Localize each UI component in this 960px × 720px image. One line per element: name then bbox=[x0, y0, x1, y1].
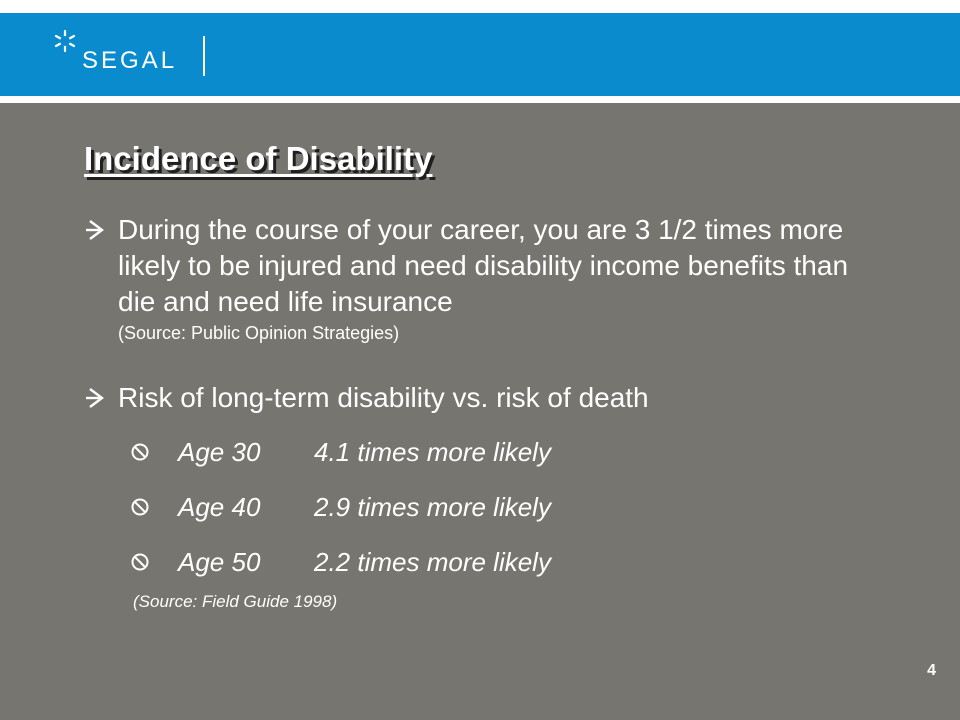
star-icon bbox=[54, 29, 76, 53]
sub-item-age: Age 30 bbox=[178, 437, 261, 467]
sub-item-age: Age 40 bbox=[178, 492, 261, 522]
header-bar bbox=[0, 13, 960, 96]
header-rule bbox=[0, 96, 960, 103]
top-white-strip bbox=[0, 0, 960, 13]
no-symbol-icon bbox=[131, 443, 149, 461]
source-citation: (Source: Field Guide 1998) bbox=[133, 592, 338, 611]
bullet-career-text: During the course of your career, you ar… bbox=[118, 214, 849, 317]
page-number: 4 bbox=[927, 662, 936, 679]
sub-item-value: 4.1 times more likely bbox=[314, 437, 551, 467]
bullet-risk-text: Risk of long-term disability vs. risk of… bbox=[118, 382, 649, 413]
sub-item-value: 2.9 times more likely bbox=[314, 492, 551, 522]
logo-text: SEGAL bbox=[82, 47, 178, 74]
bullet-career-source: (Source: Public Opinion Strategies) bbox=[118, 323, 400, 343]
no-symbol-icon bbox=[131, 498, 149, 516]
sub-item-age: Age 50 bbox=[178, 547, 261, 577]
logo-divider bbox=[203, 36, 205, 76]
no-symbol-icon bbox=[131, 553, 149, 571]
sub-item-value: 2.2 times more likely bbox=[314, 547, 551, 577]
slide-title: Incidence of Disability bbox=[84, 140, 433, 177]
arrow-bullet-icon bbox=[86, 388, 104, 408]
arrow-bullet-icon bbox=[86, 220, 104, 240]
